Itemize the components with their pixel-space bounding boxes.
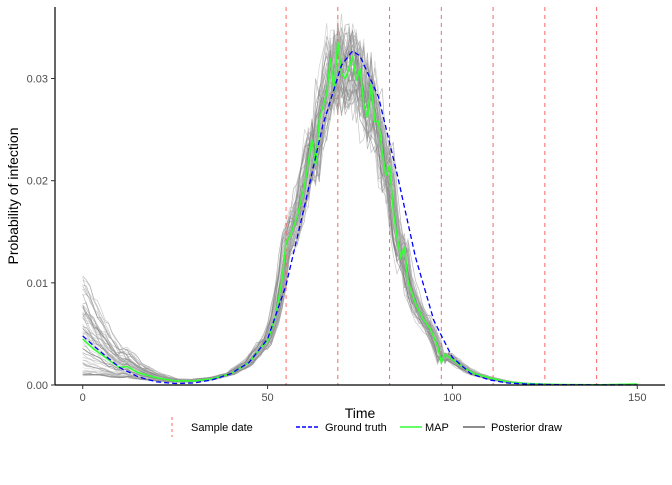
x-tick-label: 150 <box>628 392 646 404</box>
series-lines <box>82 41 638 386</box>
y-axis-title: Probability of infection <box>5 128 21 265</box>
legend-label: Posterior draw <box>491 422 562 434</box>
y-tick-label: 0.03 <box>27 74 48 86</box>
ground-truth-line <box>82 50 638 386</box>
y-tick-label: 0.02 <box>27 176 48 188</box>
legend-label: Ground truth <box>325 422 387 434</box>
ticks: 0 50 100 150 0.00 0.01 0.02 0.03 <box>27 74 647 404</box>
x-axis-title: Time <box>345 405 376 421</box>
map-line <box>82 41 638 386</box>
y-tick-label: 0.00 <box>27 380 48 392</box>
y-tick-label: 0.01 <box>27 278 48 290</box>
x-tick-label: 50 <box>261 392 273 404</box>
legend-label: MAP <box>425 422 449 434</box>
x-tick-label: 0 <box>80 392 86 404</box>
x-tick-label: 100 <box>443 392 461 404</box>
legend: Sample date Ground truth MAP Posterior draw <box>171 417 562 437</box>
sample-date-lines <box>285 7 598 385</box>
axes <box>54 7 665 386</box>
legend-label: Sample date <box>191 422 253 434</box>
